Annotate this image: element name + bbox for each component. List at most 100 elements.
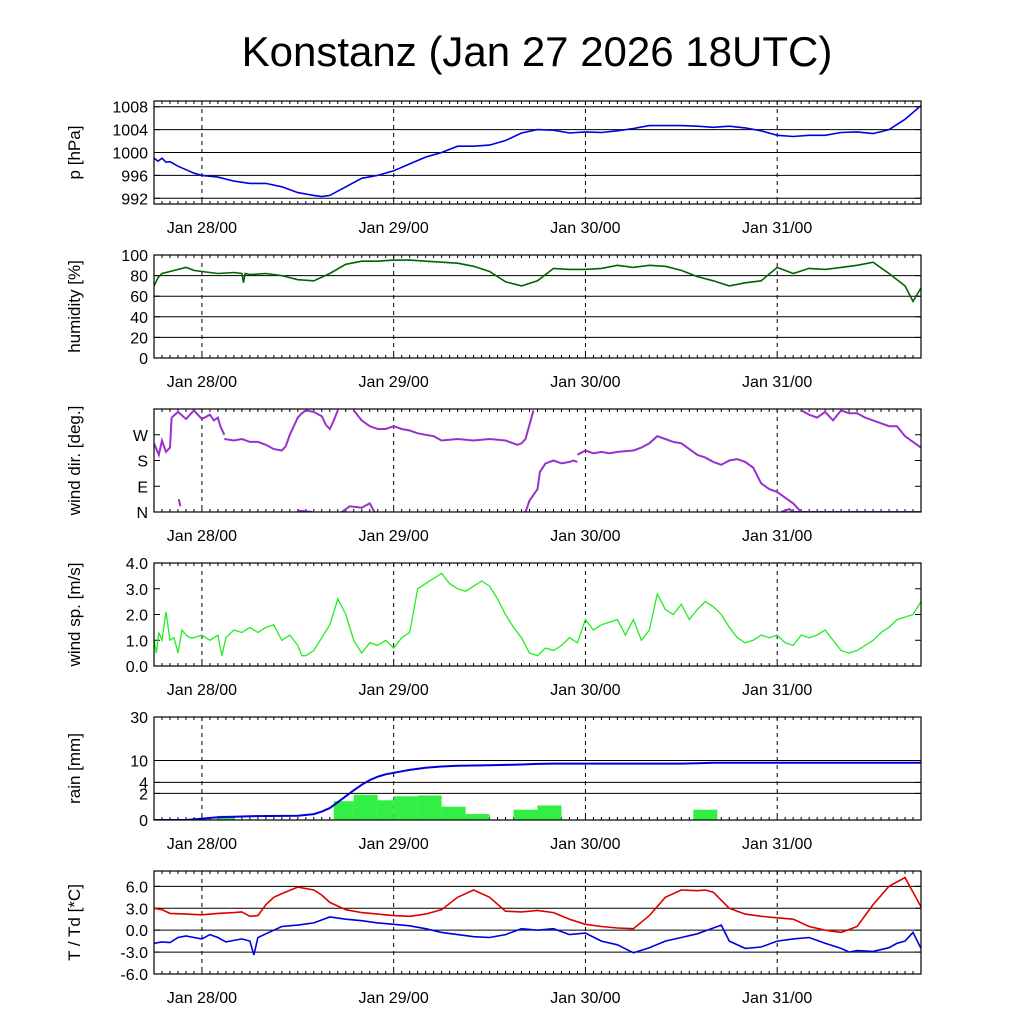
x-tick-label: Jan 30/00 bbox=[550, 220, 620, 237]
y-tick-label: 3.0 bbox=[126, 582, 148, 599]
y-tick-label: 10 bbox=[130, 754, 148, 771]
y-tick-label: 2 bbox=[139, 786, 148, 803]
x-tick-label: Jan 28/00 bbox=[167, 528, 237, 545]
y-tick-label: 992 bbox=[121, 191, 148, 208]
x-tick-label: Jan 30/00 bbox=[550, 682, 620, 699]
x-tick-label: Jan 30/00 bbox=[550, 528, 620, 545]
panel-frame bbox=[153, 100, 922, 205]
x-tick-label: Jan 30/00 bbox=[550, 836, 620, 853]
rain-bar bbox=[441, 806, 466, 820]
x-tick-label: Jan 30/00 bbox=[550, 990, 620, 1007]
y-tick-label: 1008 bbox=[112, 100, 148, 117]
y-axis-label: wind sp. [m/s] bbox=[65, 563, 84, 668]
x-tick-label: Jan 29/00 bbox=[359, 528, 429, 545]
series-line-1 bbox=[154, 104, 921, 198]
wind-direction-line bbox=[352, 409, 371, 428]
plot-area bbox=[154, 409, 921, 512]
x-tick-label: Jan 30/00 bbox=[550, 374, 620, 391]
y-tick-label: -3.0 bbox=[120, 945, 148, 962]
y-tick-label: S bbox=[137, 454, 148, 471]
rain-bar bbox=[333, 801, 354, 820]
wind-direction-line bbox=[224, 437, 287, 452]
wind-direction-line bbox=[524, 459, 578, 512]
rain-bar bbox=[377, 800, 394, 820]
rain-bar bbox=[465, 814, 490, 820]
rain-bar bbox=[393, 796, 418, 820]
panel-frame bbox=[153, 254, 922, 359]
y-axis-label: rain [mm] bbox=[65, 733, 84, 804]
wind-direction-line bbox=[170, 409, 226, 436]
x-tick-label: Jan 31/00 bbox=[742, 990, 812, 1007]
y-tick-label: 60 bbox=[130, 289, 148, 306]
x-tick-label: Jan 31/00 bbox=[742, 528, 812, 545]
y-tick-label: 0 bbox=[139, 813, 148, 830]
y-tick-label: N bbox=[136, 505, 148, 522]
x-tick-label: Jan 29/00 bbox=[359, 836, 429, 853]
wind-direction-line bbox=[154, 417, 173, 459]
rain-bar bbox=[537, 805, 562, 820]
wind-direction-line bbox=[369, 410, 535, 446]
y-tick-label: 30 bbox=[130, 710, 148, 727]
rain-bar bbox=[513, 809, 538, 820]
y-tick-label: W bbox=[133, 428, 149, 445]
panel-frame bbox=[153, 408, 922, 513]
x-tick-label: Jan 28/00 bbox=[167, 990, 237, 1007]
y-tick-label: 3.0 bbox=[126, 901, 148, 918]
y-tick-label: 100 bbox=[121, 248, 148, 265]
series-line-1 bbox=[154, 259, 921, 304]
y-tick-label: 4.0 bbox=[126, 556, 148, 573]
series-line-1 bbox=[154, 572, 921, 657]
panel-4: 0.0 1.0 2.0 3.0 4.0 Jan 28/00 Jan 29/00 Jan 30/… bbox=[65, 556, 922, 699]
panel-6: -6.0 -3.0 0.0 3.0 6.0 Jan 28/00 Jan 29/00 Jan 3… bbox=[65, 870, 922, 1007]
plot-area bbox=[154, 876, 921, 956]
y-tick-label: 20 bbox=[130, 330, 148, 347]
y-tick-label: E bbox=[137, 479, 148, 496]
x-tick-label: Jan 28/00 bbox=[167, 374, 237, 391]
x-tick-label: Jan 28/00 bbox=[167, 220, 237, 237]
plot-area bbox=[154, 572, 921, 657]
y-tick-label: 80 bbox=[130, 269, 148, 286]
panel-frame bbox=[153, 562, 922, 667]
rain-bar bbox=[693, 809, 718, 820]
panel-frame bbox=[153, 716, 922, 821]
y-tick-label: 1.0 bbox=[126, 633, 148, 650]
series-line-2 bbox=[154, 916, 921, 956]
y-axis-label: p [hPa] bbox=[65, 126, 84, 180]
x-tick-label: Jan 31/00 bbox=[742, 682, 812, 699]
plot-area bbox=[154, 761, 921, 820]
y-tick-label: 996 bbox=[121, 168, 148, 185]
chart-title: Konstanz (Jan 27 2026 18UTC) bbox=[242, 28, 833, 75]
y-tick-label: 0 bbox=[139, 351, 148, 368]
rain-cumulative-line bbox=[154, 761, 921, 820]
x-tick-label: Jan 28/00 bbox=[167, 682, 237, 699]
x-tick-label: Jan 29/00 bbox=[359, 220, 429, 237]
x-tick-label: Jan 29/00 bbox=[359, 374, 429, 391]
y-tick-label: 0.0 bbox=[126, 923, 148, 940]
panel-5: 0 24 10 30 Jan 28/00 Jan 29/00 Jan 30/00 Jan 31… bbox=[65, 710, 922, 853]
x-tick-label: Jan 29/00 bbox=[359, 682, 429, 699]
y-tick-label: 1000 bbox=[112, 146, 148, 163]
x-tick-label: Jan 28/00 bbox=[167, 836, 237, 853]
y-tick-label: 1004 bbox=[112, 123, 148, 140]
y-tick-label: 2.0 bbox=[126, 608, 148, 625]
wind-direction-line bbox=[177, 498, 182, 507]
y-tick-label: 40 bbox=[130, 310, 148, 327]
wind-direction-line bbox=[325, 410, 339, 431]
y-axis-label: T / Td [*C] bbox=[65, 884, 84, 961]
wind-direction-line bbox=[341, 502, 376, 512]
x-tick-label: Jan 31/00 bbox=[742, 836, 812, 853]
panel-2: 0 20 40 60 80 100 Jan 28/00 Jan 29/00 Jan 30/00 J… bbox=[65, 248, 922, 391]
wind-direction-line bbox=[576, 435, 802, 512]
x-tick-label: Jan 31/00 bbox=[742, 374, 812, 391]
y-tick-label: 6.0 bbox=[126, 879, 148, 896]
y-axis-label: humidity [%] bbox=[65, 260, 84, 353]
wind-direction-line bbox=[800, 409, 921, 449]
wind-direction-line bbox=[284, 409, 327, 447]
x-tick-label: Jan 29/00 bbox=[359, 990, 429, 1007]
rain-bar bbox=[353, 794, 378, 820]
y-tick-label: 0.0 bbox=[126, 659, 148, 676]
series-line-1 bbox=[154, 876, 921, 934]
